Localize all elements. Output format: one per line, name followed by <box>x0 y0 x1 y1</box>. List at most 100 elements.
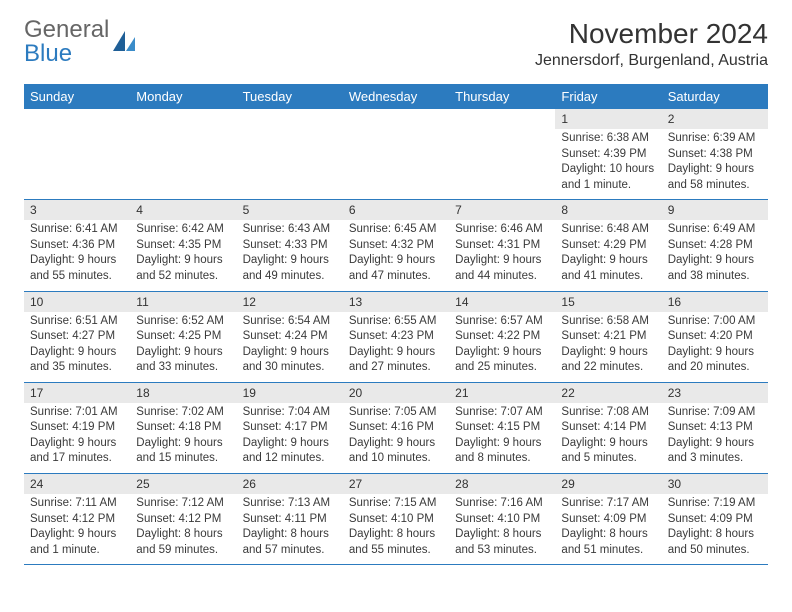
sunrise-text: Sunrise: 7:07 AM <box>455 405 549 421</box>
sunset-text: Sunset: 4:14 PM <box>561 420 655 436</box>
day-details: Sunrise: 6:38 AMSunset: 4:39 PMDaylight:… <box>555 129 661 199</box>
calendar-cell: 4Sunrise: 6:42 AMSunset: 4:35 PMDaylight… <box>130 200 236 290</box>
calendar-cell: 27Sunrise: 7:15 AMSunset: 4:10 PMDayligh… <box>343 474 449 564</box>
daylight-text: Daylight: 9 hours and 10 minutes. <box>349 436 443 467</box>
daylight-text: Daylight: 9 hours and 55 minutes. <box>30 253 124 284</box>
sunrise-text: Sunrise: 7:05 AM <box>349 405 443 421</box>
sunrise-text: Sunrise: 7:19 AM <box>668 496 762 512</box>
day-number: 6 <box>343 200 449 220</box>
sunrise-text: Sunrise: 6:55 AM <box>349 314 443 330</box>
weekday-header-row: Sunday Monday Tuesday Wednesday Thursday… <box>24 84 768 109</box>
daylight-text: Daylight: 8 hours and 51 minutes. <box>561 527 655 558</box>
day-details: Sunrise: 6:39 AMSunset: 4:38 PMDaylight:… <box>662 129 768 199</box>
sunset-text: Sunset: 4:23 PM <box>349 329 443 345</box>
weekday-header: Monday <box>130 84 236 109</box>
day-details: Sunrise: 7:04 AMSunset: 4:17 PMDaylight:… <box>237 403 343 473</box>
day-number: 30 <box>662 474 768 494</box>
daylight-text: Daylight: 9 hours and 33 minutes. <box>136 345 230 376</box>
calendar-cell: 23Sunrise: 7:09 AMSunset: 4:13 PMDayligh… <box>662 383 768 473</box>
day-details <box>343 113 449 121</box>
day-number: 12 <box>237 292 343 312</box>
calendar-week: 24Sunrise: 7:11 AMSunset: 4:12 PMDayligh… <box>24 473 768 564</box>
daylight-text: Daylight: 9 hours and 41 minutes. <box>561 253 655 284</box>
day-details: Sunrise: 6:58 AMSunset: 4:21 PMDaylight:… <box>555 312 661 382</box>
day-details <box>449 113 555 121</box>
daylight-text: Daylight: 9 hours and 1 minute. <box>30 527 124 558</box>
daylight-text: Daylight: 9 hours and 30 minutes. <box>243 345 337 376</box>
calendar-cell: 2Sunrise: 6:39 AMSunset: 4:38 PMDaylight… <box>662 109 768 199</box>
calendar-cell <box>343 109 449 199</box>
day-details: Sunrise: 7:07 AMSunset: 4:15 PMDaylight:… <box>449 403 555 473</box>
sunrise-text: Sunrise: 6:51 AM <box>30 314 124 330</box>
sunrise-text: Sunrise: 6:52 AM <box>136 314 230 330</box>
calendar-cell: 1Sunrise: 6:38 AMSunset: 4:39 PMDaylight… <box>555 109 661 199</box>
day-number: 28 <box>449 474 555 494</box>
day-details: Sunrise: 6:48 AMSunset: 4:29 PMDaylight:… <box>555 220 661 290</box>
sunrise-text: Sunrise: 6:49 AM <box>668 222 762 238</box>
day-number: 5 <box>237 200 343 220</box>
day-details: Sunrise: 6:55 AMSunset: 4:23 PMDaylight:… <box>343 312 449 382</box>
daylight-text: Daylight: 8 hours and 59 minutes. <box>136 527 230 558</box>
day-number: 22 <box>555 383 661 403</box>
day-number: 4 <box>130 200 236 220</box>
daylight-text: Daylight: 9 hours and 3 minutes. <box>668 436 762 467</box>
sunrise-text: Sunrise: 6:41 AM <box>30 222 124 238</box>
daylight-text: Daylight: 9 hours and 49 minutes. <box>243 253 337 284</box>
day-number: 10 <box>24 292 130 312</box>
calendar-cell: 19Sunrise: 7:04 AMSunset: 4:17 PMDayligh… <box>237 383 343 473</box>
day-number: 2 <box>662 109 768 129</box>
sunset-text: Sunset: 4:10 PM <box>349 512 443 528</box>
sunrise-text: Sunrise: 7:02 AM <box>136 405 230 421</box>
daylight-text: Daylight: 8 hours and 50 minutes. <box>668 527 762 558</box>
sunrise-text: Sunrise: 6:58 AM <box>561 314 655 330</box>
sunrise-text: Sunrise: 6:46 AM <box>455 222 549 238</box>
calendar-cell: 14Sunrise: 6:57 AMSunset: 4:22 PMDayligh… <box>449 292 555 382</box>
day-details: Sunrise: 6:45 AMSunset: 4:32 PMDaylight:… <box>343 220 449 290</box>
day-details: Sunrise: 6:54 AMSunset: 4:24 PMDaylight:… <box>237 312 343 382</box>
daylight-text: Daylight: 9 hours and 38 minutes. <box>668 253 762 284</box>
day-details: Sunrise: 6:41 AMSunset: 4:36 PMDaylight:… <box>24 220 130 290</box>
calendar-cell: 25Sunrise: 7:12 AMSunset: 4:12 PMDayligh… <box>130 474 236 564</box>
daylight-text: Daylight: 9 hours and 35 minutes. <box>30 345 124 376</box>
calendar-cell: 12Sunrise: 6:54 AMSunset: 4:24 PMDayligh… <box>237 292 343 382</box>
day-number: 8 <box>555 200 661 220</box>
day-details: Sunrise: 7:00 AMSunset: 4:20 PMDaylight:… <box>662 312 768 382</box>
daylight-text: Daylight: 9 hours and 25 minutes. <box>455 345 549 376</box>
calendar-cell: 6Sunrise: 6:45 AMSunset: 4:32 PMDaylight… <box>343 200 449 290</box>
brand-part1: General <box>24 16 109 43</box>
sunset-text: Sunset: 4:15 PM <box>455 420 549 436</box>
sunrise-text: Sunrise: 7:00 AM <box>668 314 762 330</box>
brand-logo: General Blue <box>24 18 137 66</box>
sunset-text: Sunset: 4:18 PM <box>136 420 230 436</box>
calendar-cell: 3Sunrise: 6:41 AMSunset: 4:36 PMDaylight… <box>24 200 130 290</box>
sunset-text: Sunset: 4:38 PM <box>668 147 762 163</box>
sunrise-text: Sunrise: 7:08 AM <box>561 405 655 421</box>
daylight-text: Daylight: 8 hours and 53 minutes. <box>455 527 549 558</box>
day-number: 7 <box>449 200 555 220</box>
sunrise-text: Sunrise: 7:04 AM <box>243 405 337 421</box>
day-number: 9 <box>662 200 768 220</box>
day-details: Sunrise: 7:02 AMSunset: 4:18 PMDaylight:… <box>130 403 236 473</box>
day-details: Sunrise: 6:46 AMSunset: 4:31 PMDaylight:… <box>449 220 555 290</box>
day-details: Sunrise: 6:49 AMSunset: 4:28 PMDaylight:… <box>662 220 768 290</box>
day-details: Sunrise: 6:51 AMSunset: 4:27 PMDaylight:… <box>24 312 130 382</box>
calendar-cell: 16Sunrise: 7:00 AMSunset: 4:20 PMDayligh… <box>662 292 768 382</box>
calendar-cell: 20Sunrise: 7:05 AMSunset: 4:16 PMDayligh… <box>343 383 449 473</box>
day-number: 11 <box>130 292 236 312</box>
day-details: Sunrise: 6:42 AMSunset: 4:35 PMDaylight:… <box>130 220 236 290</box>
day-details <box>24 113 130 121</box>
day-details: Sunrise: 7:12 AMSunset: 4:12 PMDaylight:… <box>130 494 236 564</box>
day-details: Sunrise: 7:09 AMSunset: 4:13 PMDaylight:… <box>662 403 768 473</box>
daylight-text: Daylight: 8 hours and 55 minutes. <box>349 527 443 558</box>
calendar-cell: 21Sunrise: 7:07 AMSunset: 4:15 PMDayligh… <box>449 383 555 473</box>
calendar-cell: 8Sunrise: 6:48 AMSunset: 4:29 PMDaylight… <box>555 200 661 290</box>
day-details <box>130 113 236 121</box>
sunrise-text: Sunrise: 7:16 AM <box>455 496 549 512</box>
sunset-text: Sunset: 4:22 PM <box>455 329 549 345</box>
day-number: 18 <box>130 383 236 403</box>
sunset-text: Sunset: 4:29 PM <box>561 238 655 254</box>
sunset-text: Sunset: 4:17 PM <box>243 420 337 436</box>
calendar-cell: 7Sunrise: 6:46 AMSunset: 4:31 PMDaylight… <box>449 200 555 290</box>
day-number: 3 <box>24 200 130 220</box>
calendar-cell: 22Sunrise: 7:08 AMSunset: 4:14 PMDayligh… <box>555 383 661 473</box>
